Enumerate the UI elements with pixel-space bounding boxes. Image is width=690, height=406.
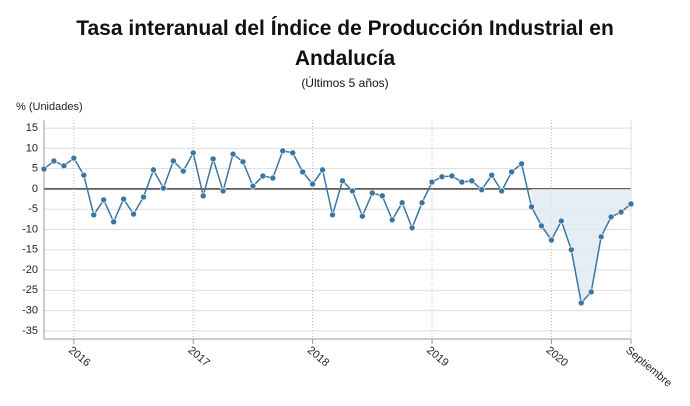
marker (249, 182, 257, 190)
marker (607, 213, 615, 221)
x-tick-label: 2018 (305, 344, 331, 369)
marker (369, 189, 376, 197)
marker (349, 187, 356, 195)
chart-title: Tasa interanual del Índice de Producción… (76, 17, 614, 70)
marker (538, 222, 545, 230)
marker (299, 168, 306, 176)
marker (259, 172, 267, 180)
marker (359, 212, 366, 220)
marker (488, 171, 496, 179)
marker (189, 149, 197, 157)
marker (70, 154, 78, 162)
marker (140, 193, 147, 201)
marker (279, 147, 287, 155)
marker (339, 177, 346, 185)
y-axis-label: % (Unidades) (16, 101, 83, 113)
marker (388, 216, 396, 224)
y-tick-label: 10 (26, 142, 38, 154)
marker (448, 172, 456, 180)
marker (458, 178, 466, 186)
y-tick-label: 5 (32, 163, 38, 175)
marker (597, 233, 605, 241)
marker (378, 192, 386, 200)
x-tick-label: 2019 (424, 344, 450, 369)
marker (548, 236, 555, 244)
y-tick-label: -30 (22, 305, 38, 317)
y-tick-label: -25 (22, 284, 38, 296)
marker (319, 166, 326, 174)
marker (587, 288, 595, 296)
marker (528, 203, 535, 211)
marker (269, 174, 277, 182)
marker (329, 211, 336, 219)
marker (617, 208, 625, 216)
marker (80, 171, 88, 179)
negative-area (531, 188, 631, 303)
marker (309, 180, 316, 188)
marker (150, 166, 157, 174)
x-tick-label: 2016 (66, 344, 92, 369)
marker (468, 177, 476, 185)
y-tick-label: -10 (22, 223, 38, 235)
y-tick-label: -15 (22, 244, 38, 256)
marker (418, 199, 426, 207)
marker (209, 155, 217, 163)
x-tick-label: Septiembre (623, 344, 674, 389)
x-tick-label: 2017 (185, 344, 211, 369)
marker (120, 195, 127, 203)
chart-subtitle: (Últimos 5 años) (301, 76, 389, 90)
marker (518, 160, 525, 168)
y-tick-label: -20 (22, 264, 38, 276)
marker (568, 246, 575, 254)
marker (289, 149, 297, 157)
marker (170, 157, 177, 165)
marker (130, 210, 137, 218)
x-tick-label: 2020 (544, 344, 570, 369)
marker (229, 150, 237, 158)
marker (110, 218, 117, 226)
marker (160, 184, 167, 192)
marker (239, 158, 247, 166)
marker (398, 199, 406, 207)
y-tick-label: -35 (22, 325, 38, 337)
marker (627, 200, 635, 208)
marker (498, 187, 505, 195)
marker (438, 173, 446, 181)
marker (558, 217, 565, 225)
marker (100, 196, 107, 204)
marker (90, 211, 98, 219)
marker (478, 186, 486, 194)
marker (179, 167, 187, 175)
marker (60, 162, 68, 170)
y-tick-label: 0 (32, 183, 38, 195)
marker (199, 192, 207, 200)
y-tick-label: -5 (28, 203, 38, 215)
marker (219, 187, 227, 195)
marker (50, 157, 58, 165)
marker (577, 299, 585, 307)
marker (40, 165, 48, 173)
marker (428, 178, 436, 186)
marker (408, 224, 416, 232)
marker (508, 168, 515, 176)
y-tick-label: 15 (26, 122, 38, 134)
